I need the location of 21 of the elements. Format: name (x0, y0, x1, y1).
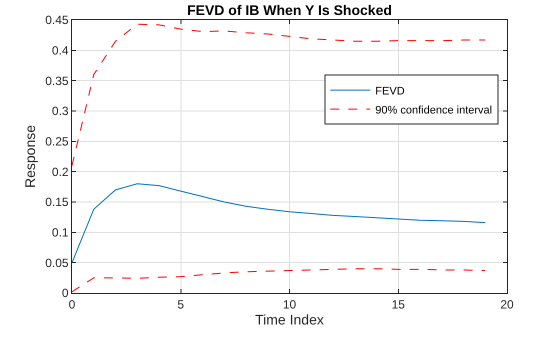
y-tick-label: 0.05 (45, 256, 69, 270)
x-tick-label: 10 (282, 297, 296, 312)
y-tick-label: 0.35 (45, 74, 69, 88)
y-tick-label: 0 (62, 286, 69, 300)
y-tick-label: 0.3 (52, 104, 69, 118)
x-axis-title: Time Index (255, 312, 324, 328)
legend-label: 90% confidence interval (375, 104, 492, 116)
line-series (72, 183, 486, 264)
line-series (72, 268, 486, 292)
x-tick-label: 15 (392, 297, 406, 312)
x-tick-label: 5 (177, 297, 184, 312)
y-tick-label: 0.4 (52, 44, 69, 58)
y-axis-title: Response (22, 124, 38, 188)
y-tick-label: 0.45 (45, 13, 69, 28)
y-tick-label: 0.15 (45, 195, 69, 210)
legend-label: FEVD (375, 85, 405, 98)
chart-title: FEVD of IB When Y Is Shocked (187, 2, 392, 18)
y-tick-label: 0.1 (52, 226, 69, 240)
x-tick-label: 20 (500, 297, 514, 312)
y-tick-label: 0.25 (45, 134, 69, 149)
y-tick-label: 0.2 (52, 164, 69, 179)
